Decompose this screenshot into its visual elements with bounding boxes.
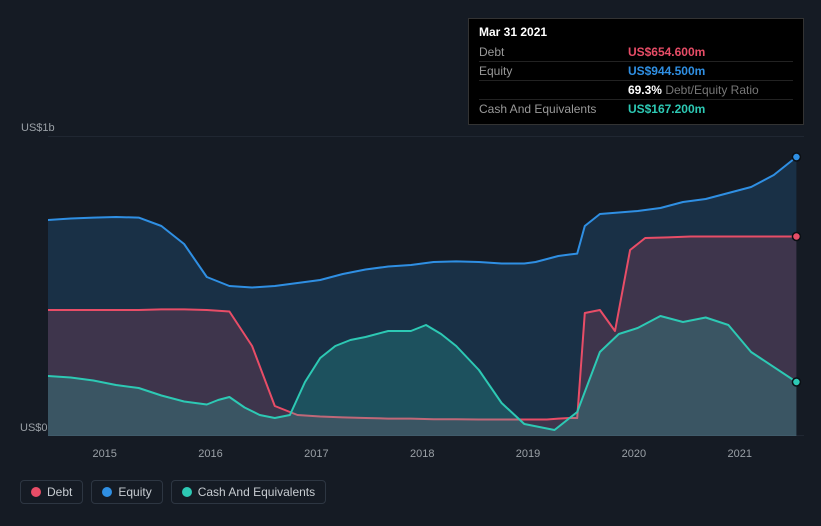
tooltip-label: Debt — [479, 43, 628, 62]
y-axis-label-top: US$1b — [21, 122, 55, 134]
legend-item[interactable]: Debt — [20, 480, 83, 504]
x-axis-tick-label: 2018 — [410, 448, 434, 460]
tooltip-label: Cash And Equivalents — [479, 100, 628, 119]
chart-legend: Debt Equity Cash And Equivalents — [20, 480, 326, 504]
chart-svg — [48, 136, 804, 436]
legend-swatch — [102, 487, 112, 497]
tooltip-value: 69.3% Debt/Equity Ratio — [628, 81, 793, 100]
x-axis-tick-label: 2017 — [304, 448, 328, 460]
legend-swatch — [182, 487, 192, 497]
tooltip-label — [479, 81, 628, 100]
x-axis-tick-label: 2021 — [727, 448, 751, 460]
x-axis-tick-label: 2020 — [622, 448, 646, 460]
x-axis-tick-label: 2015 — [92, 448, 116, 460]
y-axis-label-bottom: US$0 — [20, 422, 48, 434]
tooltip-value: US$167.200m — [628, 100, 793, 119]
legend-swatch — [31, 487, 41, 497]
legend-item[interactable]: Equity — [91, 480, 162, 504]
x-axis-tick-label: 2016 — [198, 448, 222, 460]
tooltip-value: US$654.600m — [628, 43, 793, 62]
tooltip-table: Debt US$654.600m Equity US$944.500m 69.3… — [479, 43, 793, 118]
legend-label: Cash And Equivalents — [198, 485, 315, 499]
legend-label: Debt — [47, 485, 72, 499]
chart-tooltip: Mar 31 2021 Debt US$654.600m Equity US$9… — [468, 18, 804, 125]
tooltip-date: Mar 31 2021 — [479, 25, 793, 39]
legend-label: Equity — [118, 485, 151, 499]
chart-plot-area[interactable] — [48, 136, 804, 436]
tooltip-value: US$944.500m — [628, 62, 793, 81]
tooltip-label: Equity — [479, 62, 628, 81]
x-axis-tick-label: 2019 — [516, 448, 540, 460]
legend-item[interactable]: Cash And Equivalents — [171, 480, 326, 504]
